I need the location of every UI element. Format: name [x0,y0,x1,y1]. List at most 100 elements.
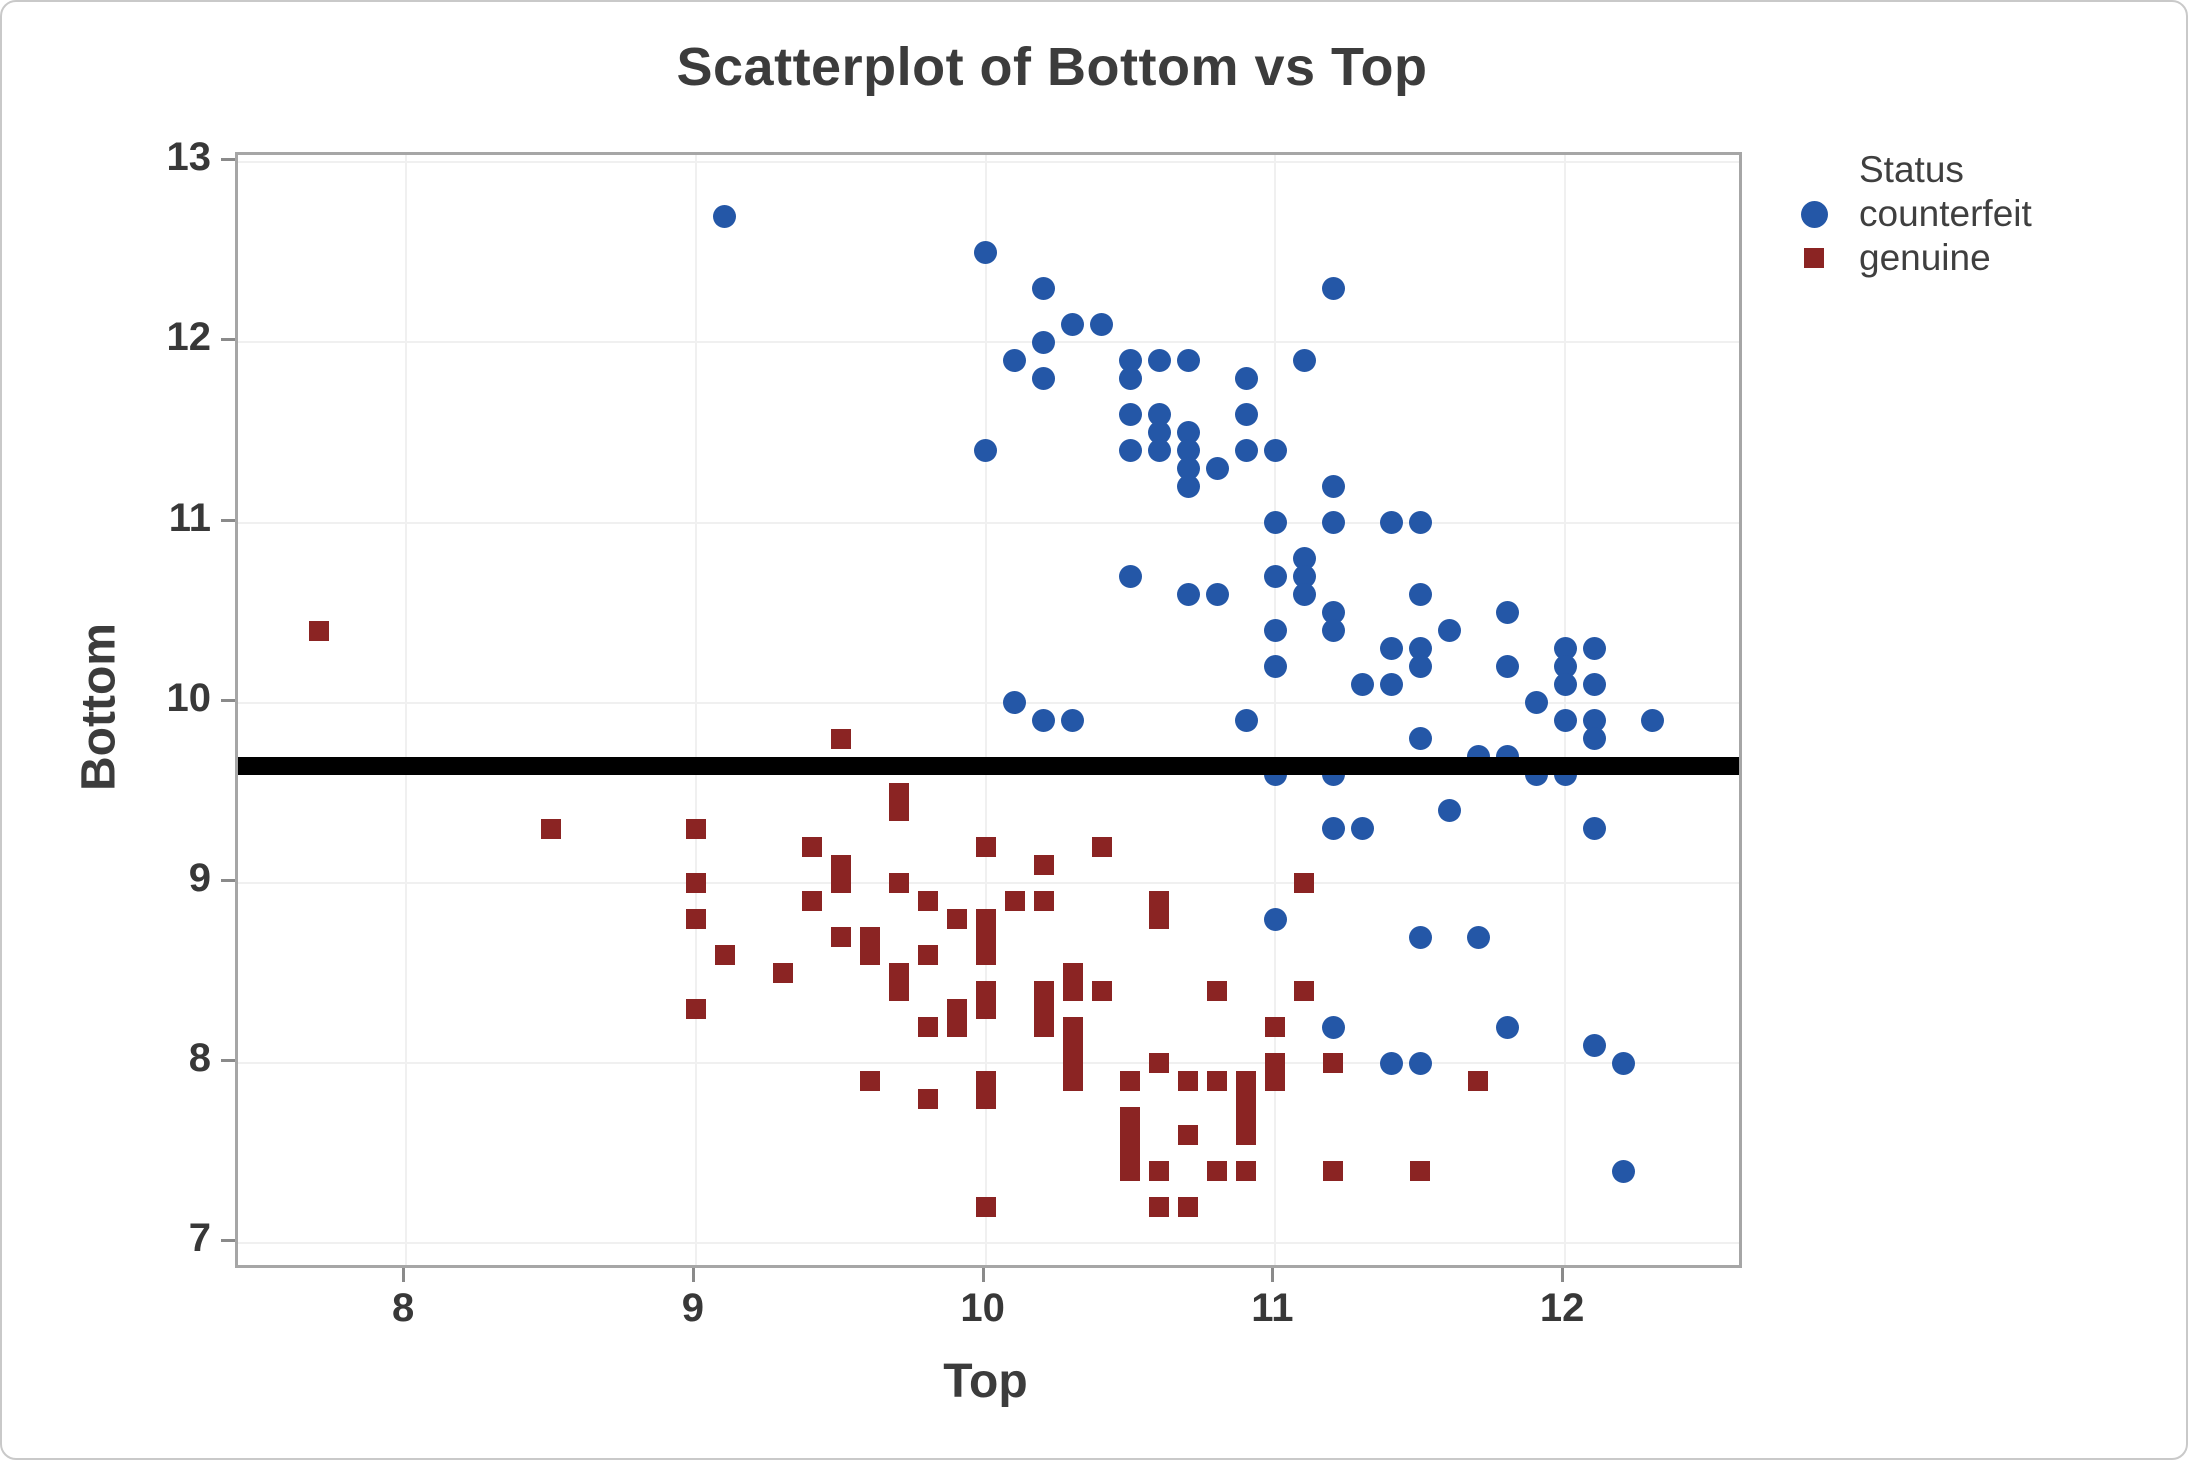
data-point-genuine [917,1089,938,1110]
data-point-genuine [946,999,967,1020]
data-point-genuine [1033,1017,1054,1038]
data-point-genuine [1120,1071,1141,1092]
y-gridline [238,1062,1739,1065]
data-point-genuine [1062,1017,1083,1038]
data-point-genuine [1410,1161,1431,1182]
x-tick-mark [691,1268,695,1282]
data-point-counterfeit [1611,1051,1635,1075]
data-point-counterfeit [1032,366,1056,390]
x-axis-label: Top [943,1355,1028,1408]
data-point-genuine [888,981,909,1002]
data-point-counterfeit [1524,691,1548,715]
data-point-genuine [1062,1035,1083,1056]
data-point-genuine [1178,1197,1199,1218]
data-point-genuine [1062,1071,1083,1092]
data-point-counterfeit [1437,619,1461,643]
data-point-counterfeit [1118,402,1142,426]
data-point-genuine [1120,1161,1141,1182]
data-point-counterfeit [1176,583,1200,607]
y-tick-mark [221,698,235,702]
data-point-counterfeit [1321,601,1345,625]
data-point-counterfeit [1292,565,1316,589]
data-point-genuine [685,872,706,893]
data-point-genuine [830,854,851,875]
y-gridline [238,521,1739,524]
data-point-counterfeit [1263,511,1287,535]
data-point-genuine [801,836,822,857]
data-point-genuine [830,728,851,749]
threshold-line [238,756,1739,775]
data-point-genuine [917,945,938,966]
data-point-genuine [1236,1071,1257,1092]
data-point-counterfeit [1234,439,1258,463]
data-point-counterfeit [1118,439,1142,463]
data-point-counterfeit [1582,709,1606,733]
y-tick-label: 8 [188,1036,211,1081]
data-point-genuine [1033,981,1054,1002]
y-tick-label: 7 [188,1216,211,1261]
data-point-counterfeit [1350,817,1374,841]
data-point-counterfeit [1061,709,1085,733]
data-point-counterfeit [1118,348,1142,372]
data-point-counterfeit [1205,583,1229,607]
y-gridline [238,161,1739,164]
data-point-counterfeit [1408,727,1432,751]
data-point-genuine [1149,891,1170,911]
data-point-genuine [888,872,909,893]
data-point-genuine [714,945,735,966]
data-point-genuine [888,963,909,984]
y-tick-mark [221,1239,235,1243]
data-point-counterfeit [974,240,998,264]
data-point-genuine [917,1017,938,1038]
data-point-genuine [685,818,706,839]
data-point-counterfeit [1553,709,1577,733]
x-tick-mark [402,1268,406,1282]
data-point-genuine [1149,1197,1170,1218]
data-point-counterfeit [1495,601,1519,625]
data-point-genuine [1178,1125,1199,1146]
data-point-genuine [685,999,706,1020]
data-point-counterfeit [1176,348,1200,372]
data-point-counterfeit [1408,583,1432,607]
x-tick-mark [1561,1268,1565,1282]
data-point-counterfeit [1176,421,1200,444]
data-point-counterfeit [1118,366,1142,390]
data-point-counterfeit [1205,457,1229,481]
data-point-genuine [1265,1071,1286,1092]
y-tick-mark [221,878,235,882]
y-tick-mark [221,1059,235,1063]
legend-item-counterfeit: counterfeit [1799,192,2032,236]
data-point-genuine [540,818,561,839]
data-point-counterfeit [1263,565,1287,589]
data-point-genuine [975,945,996,966]
y-gridline [238,701,1739,704]
data-point-genuine [1294,981,1315,1002]
data-point-genuine [1294,872,1315,893]
data-point-counterfeit [1379,673,1403,697]
data-point-counterfeit [1234,709,1258,733]
data-point-counterfeit [1582,817,1606,841]
data-point-genuine [975,1071,996,1092]
legend-title-row: Status [1799,148,2032,192]
data-point-counterfeit [1408,1051,1432,1075]
y-tick-label: 9 [188,855,211,900]
chart-title: Scatterplot of Bottom vs Top [676,37,1428,97]
legend-title: Status [1859,149,1964,190]
data-point-counterfeit [1263,439,1287,463]
x-tick-label: 12 [1539,1286,1585,1330]
data-point-counterfeit [1263,619,1287,643]
y-gridline [238,881,1739,884]
data-point-genuine [830,872,851,893]
data-point-genuine [1149,1161,1170,1182]
data-point-genuine [772,963,793,984]
data-point-counterfeit [1553,673,1577,697]
data-point-genuine [1236,1089,1257,1110]
data-point-genuine [1236,1161,1257,1182]
data-point-counterfeit [1292,348,1316,372]
data-point-genuine [1120,1143,1141,1164]
data-point-genuine [1033,999,1054,1020]
data-point-counterfeit [1582,637,1606,661]
data-point-counterfeit [1321,817,1345,841]
data-point-counterfeit [974,439,998,463]
